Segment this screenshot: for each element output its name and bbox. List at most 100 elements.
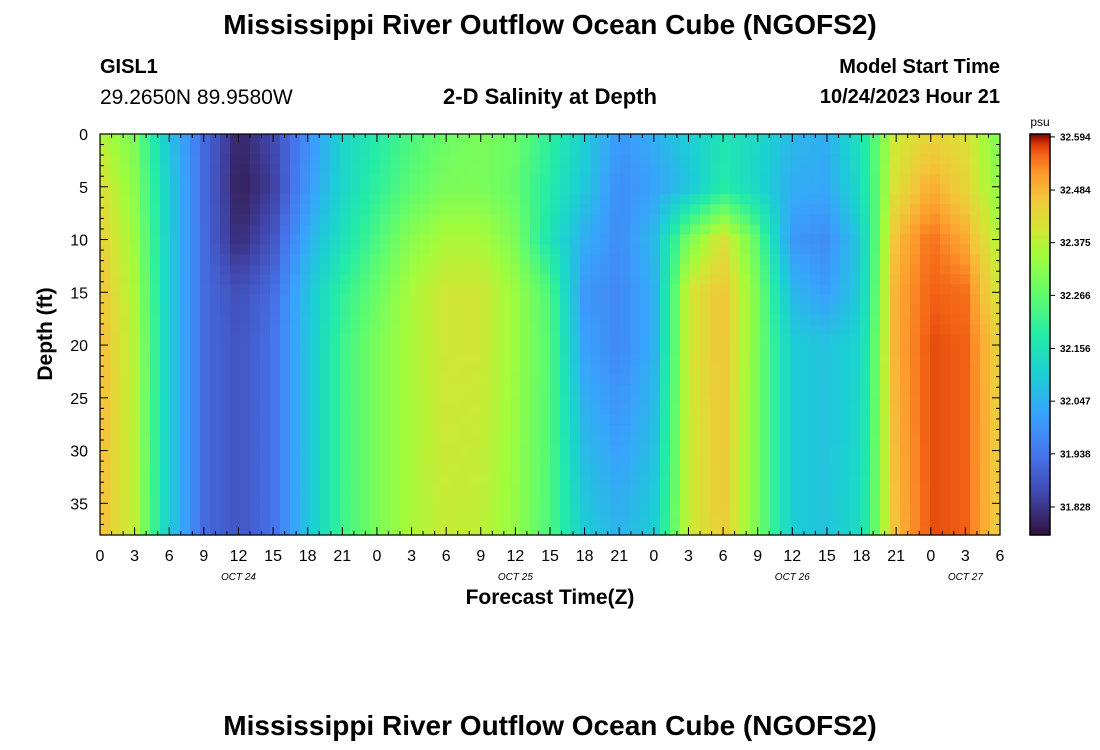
heatmap-cell [340, 454, 351, 466]
heatmap-cell [190, 374, 201, 386]
heatmap-cell [580, 314, 591, 326]
heatmap-cell [660, 404, 671, 416]
heatmap-cell [640, 304, 651, 316]
heatmap-cell [120, 164, 131, 175]
heatmap-cell [300, 174, 311, 185]
heatmap-cell [790, 494, 801, 506]
heatmap-cell [510, 144, 521, 155]
heatmap-cell [700, 204, 711, 215]
heatmap-cell [500, 304, 511, 316]
heatmap-cell [560, 464, 571, 476]
heatmap-cell [450, 524, 461, 536]
heatmap-cell [740, 164, 751, 175]
heatmap-cell [230, 434, 241, 446]
heatmap-cell [250, 504, 261, 516]
heatmap-cell [680, 494, 691, 506]
heatmap-cell [220, 274, 231, 285]
heatmap-cell [580, 384, 591, 396]
heatmap-cell [620, 354, 631, 366]
heatmap-cell [690, 414, 701, 426]
heatmap-cell [130, 474, 141, 486]
heatmap-cell [400, 494, 411, 506]
heatmap-cell [360, 274, 371, 285]
heatmap-cell [920, 294, 931, 306]
heatmap-cell [880, 474, 891, 486]
heatmap-cell [800, 404, 811, 416]
heatmap-cell [440, 214, 451, 225]
heatmap-cell [480, 494, 491, 506]
heatmap-cell [370, 384, 381, 396]
heatmap-cell [810, 414, 821, 426]
heatmap-cell [860, 164, 871, 175]
heatmap-cell [580, 374, 591, 386]
heatmap-cell [250, 394, 261, 406]
heatmap-cell [420, 424, 431, 436]
heatmap-cell [290, 474, 301, 486]
heatmap-cell [520, 214, 531, 225]
heatmap-cell [160, 134, 171, 145]
heatmap-cell [430, 144, 441, 155]
heatmap-cell [520, 414, 531, 426]
heatmap-cell [760, 194, 771, 205]
heatmap-cell [290, 184, 301, 195]
heatmap-cell [980, 214, 991, 225]
heatmap-cell [680, 164, 691, 175]
heatmap-cell [960, 234, 971, 245]
heatmap-cell [180, 514, 191, 526]
heatmap-cell [200, 244, 211, 255]
heatmap-cell [680, 354, 691, 366]
heatmap-cell [650, 194, 661, 205]
heatmap-cell [330, 164, 341, 175]
heatmap-cell [860, 384, 871, 396]
heatmap-cell [310, 414, 321, 426]
heatmap-cell [600, 264, 611, 275]
heatmap-cell [800, 454, 811, 466]
heatmap-cell [430, 334, 441, 346]
heatmap-cell [930, 454, 941, 466]
heatmap-cell [400, 284, 411, 296]
heatmap-cell [310, 434, 321, 446]
heatmap-cell [380, 384, 391, 396]
heatmap-cell [450, 434, 461, 446]
heatmap-cell [140, 364, 151, 376]
heatmap-cell [950, 374, 961, 386]
heatmap-cell [170, 404, 181, 416]
heatmap-cell [300, 244, 311, 255]
heatmap-cell [190, 204, 201, 215]
heatmap-cell [970, 204, 981, 215]
heatmap-cell [140, 254, 151, 265]
heatmap-cell [130, 484, 141, 496]
heatmap-cell [280, 294, 291, 306]
heatmap-cell [100, 304, 111, 316]
heatmap-cell [140, 354, 151, 366]
heatmap-cell [470, 414, 481, 426]
heatmap-cell [950, 224, 961, 235]
heatmap-cell [630, 194, 641, 205]
heatmap-cell [810, 244, 821, 255]
heatmap-cell [250, 214, 261, 225]
heatmap-cell [530, 294, 541, 306]
heatmap-cell [940, 274, 951, 285]
heatmap-cell [670, 514, 681, 526]
heatmap-cell [820, 454, 831, 466]
heatmap-cell [360, 414, 371, 426]
heatmap-cell [440, 474, 451, 486]
heatmap-cell [860, 304, 871, 316]
heatmap-cell [800, 464, 811, 476]
x-tick-label: 9 [476, 548, 485, 565]
heatmap-cell [610, 274, 621, 285]
heatmap-cell [580, 274, 591, 285]
heatmap-cell [720, 234, 731, 245]
heatmap-cell [170, 434, 181, 446]
heatmap-cell [460, 394, 471, 406]
heatmap-cell [560, 354, 571, 366]
heatmap-cell [250, 354, 261, 366]
heatmap-cell [630, 314, 641, 326]
heatmap-cell [530, 334, 541, 346]
heatmap-cell [560, 494, 571, 506]
heatmap-cell [180, 314, 191, 326]
heatmap-cell [270, 244, 281, 255]
heatmap-cell [760, 314, 771, 326]
heatmap-cell [890, 404, 901, 416]
